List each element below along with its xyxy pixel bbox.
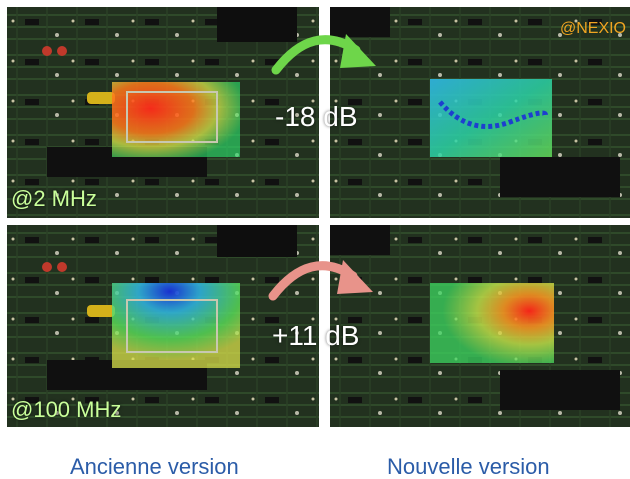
delta-label-100mhz: +11 dB	[272, 320, 360, 351]
arrow-right-icon	[268, 260, 373, 301]
frequency-label: @2 MHz	[11, 186, 97, 211]
arrow-right-icon	[271, 34, 376, 75]
caption-left: Ancienne version	[70, 454, 239, 479]
caption-right: Nouvelle version	[387, 454, 550, 479]
panel-new-100mhz	[330, 225, 630, 427]
pcb-photo	[330, 225, 630, 427]
panel-old-100mhz: @100 MHz	[7, 225, 319, 427]
pcb-photo	[7, 7, 319, 218]
panel-new-2mhz: @NEXIO	[330, 7, 630, 218]
pcb-photo	[7, 225, 319, 427]
pcb-photo	[330, 7, 630, 218]
heatmap-overlay	[430, 283, 554, 363]
heatmap-overlay	[112, 82, 240, 157]
heatmap-overlay	[430, 79, 552, 157]
panel-old-2mhz: @2 MHz	[7, 7, 319, 218]
frequency-label: @100 MHz	[11, 397, 122, 422]
delta-label-2mhz: -18 dB	[275, 101, 358, 132]
watermark: @NEXIO	[559, 20, 626, 37]
heatmap-overlay	[112, 283, 240, 368]
